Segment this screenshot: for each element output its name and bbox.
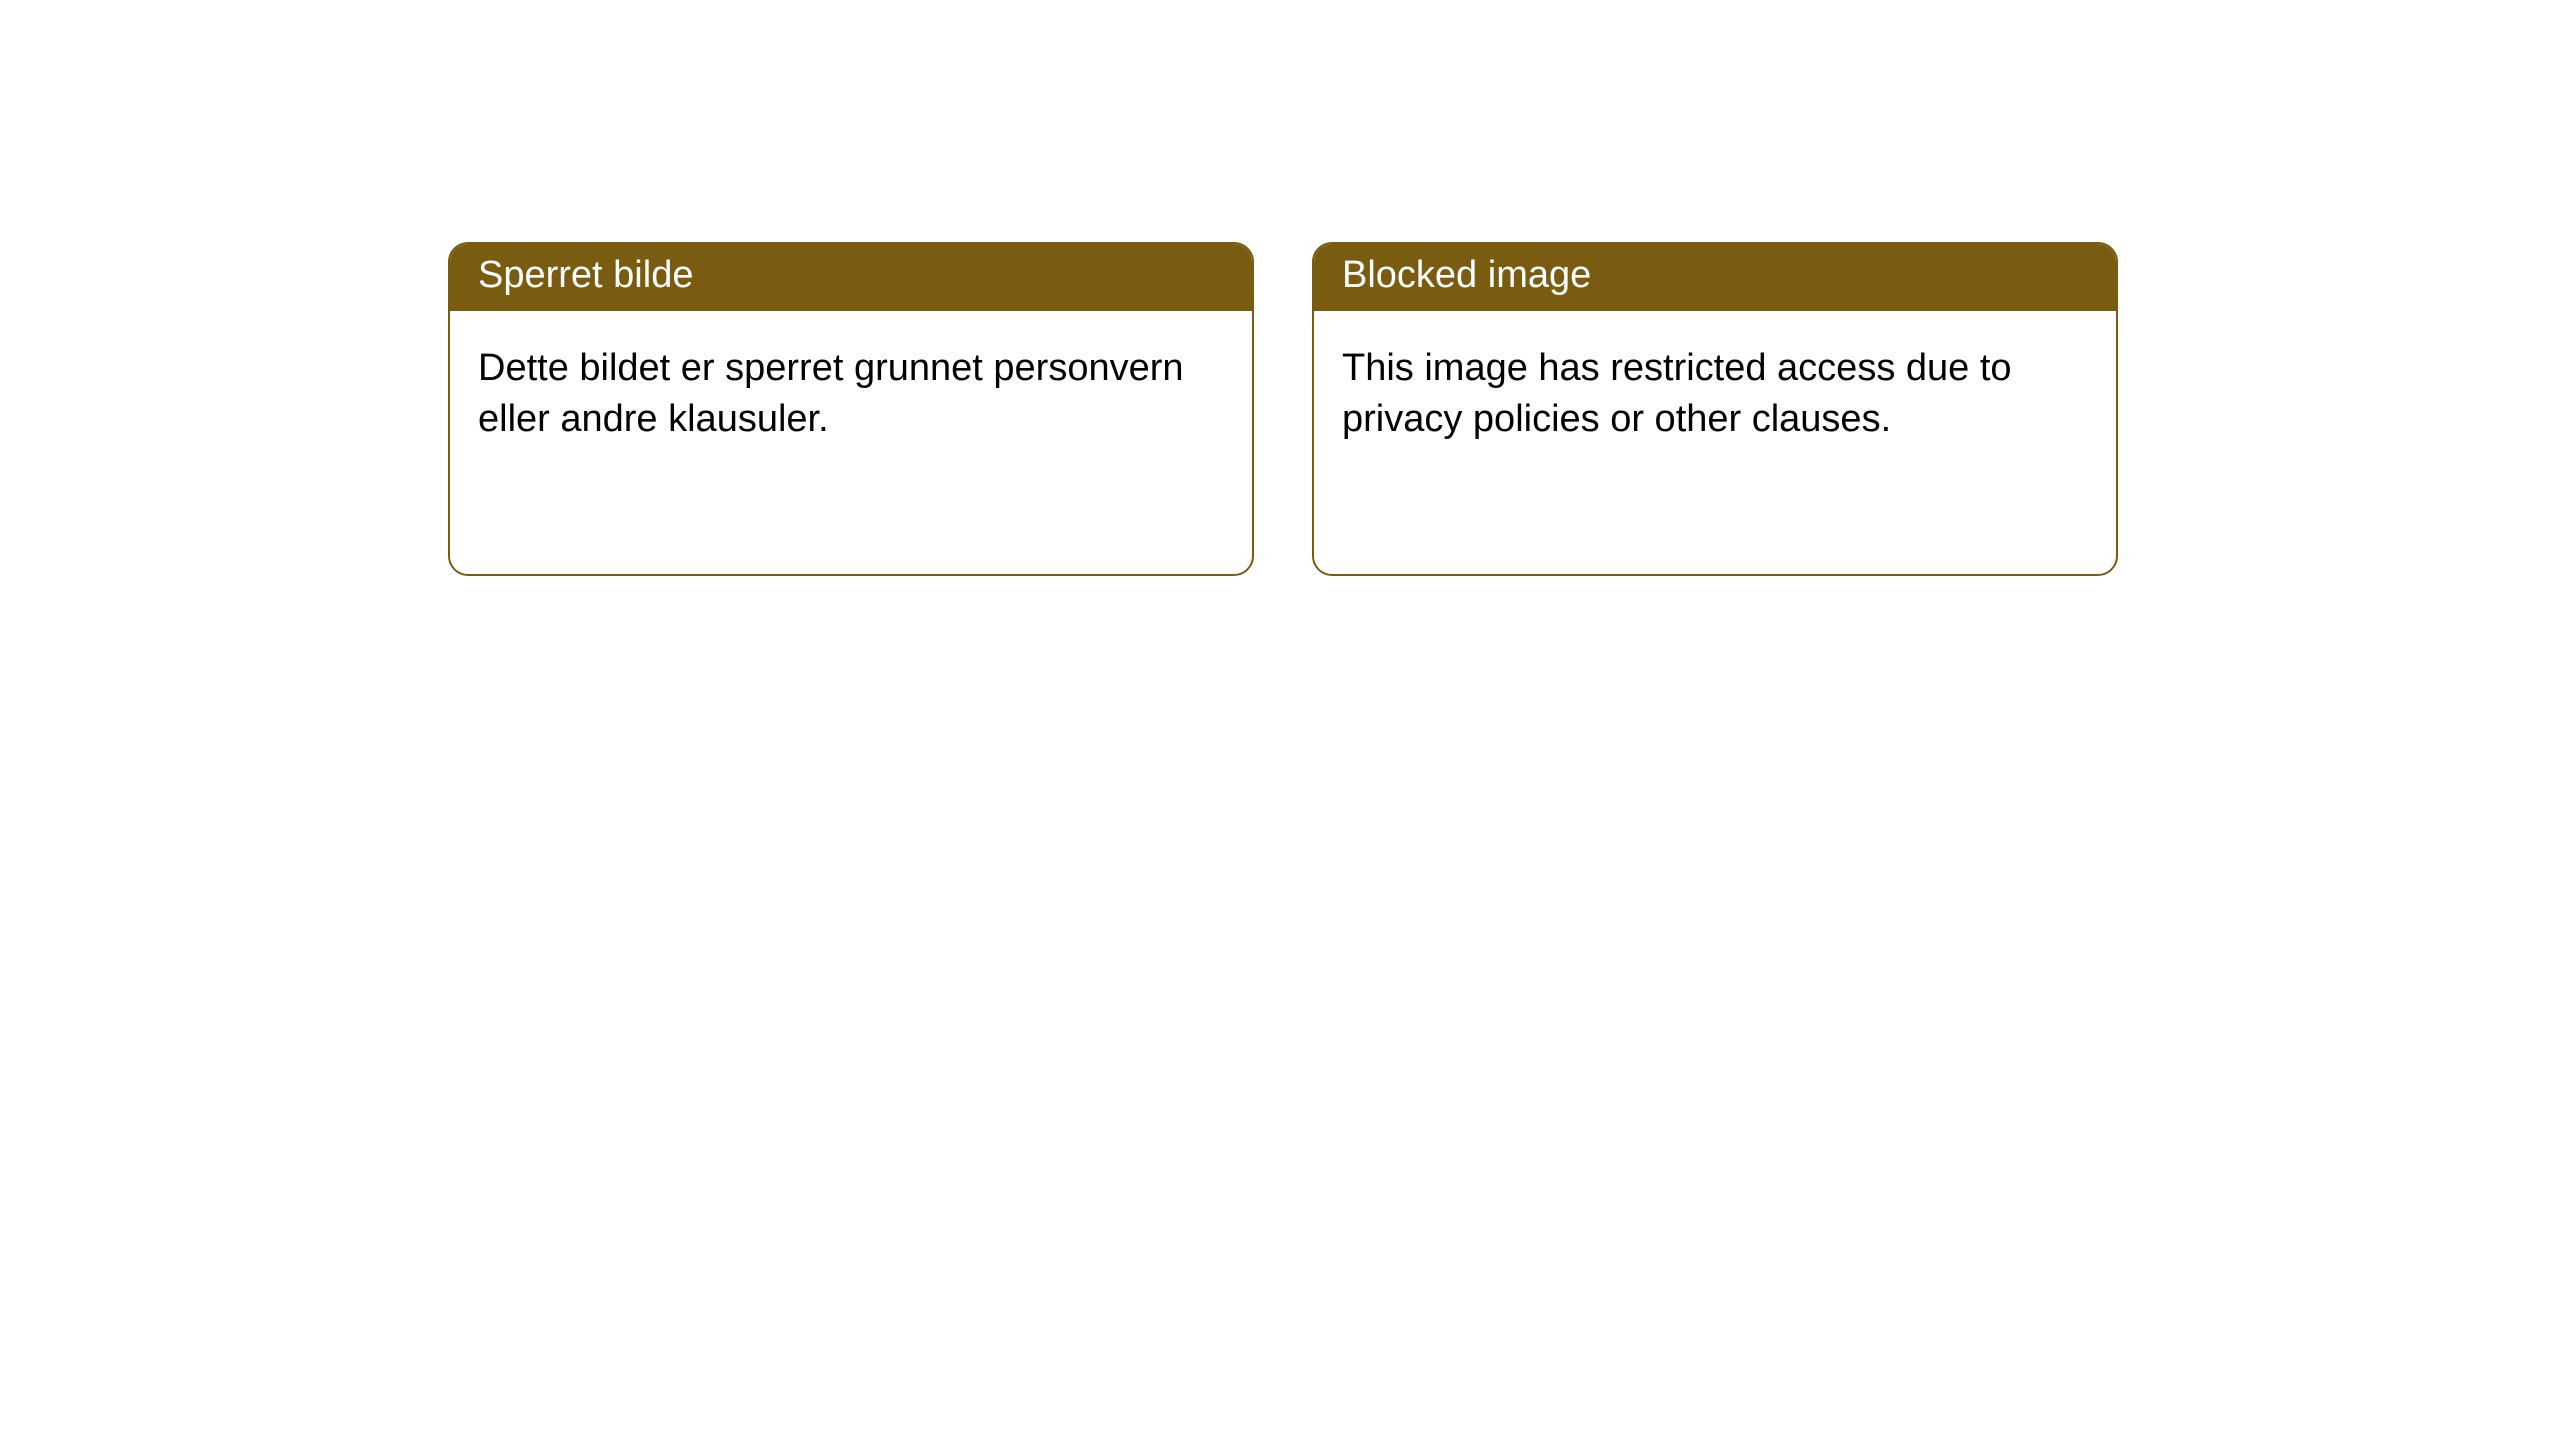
card-title: Blocked image [1342,254,1591,296]
card-header: Sperret bilde [450,244,1252,311]
card-body-text: This image has restricted access due to … [1342,347,2012,440]
card-header: Blocked image [1314,244,2116,311]
notice-card-norwegian: Sperret bilde Dette bildet er sperret gr… [448,242,1254,576]
card-body: This image has restricted access due to … [1314,311,2116,478]
notice-cards-container: Sperret bilde Dette bildet er sperret gr… [0,0,2560,576]
card-body-text: Dette bildet er sperret grunnet personve… [478,347,1184,440]
card-title: Sperret bilde [478,254,693,296]
notice-card-english: Blocked image This image has restricted … [1312,242,2118,576]
card-body: Dette bildet er sperret grunnet personve… [450,311,1252,478]
